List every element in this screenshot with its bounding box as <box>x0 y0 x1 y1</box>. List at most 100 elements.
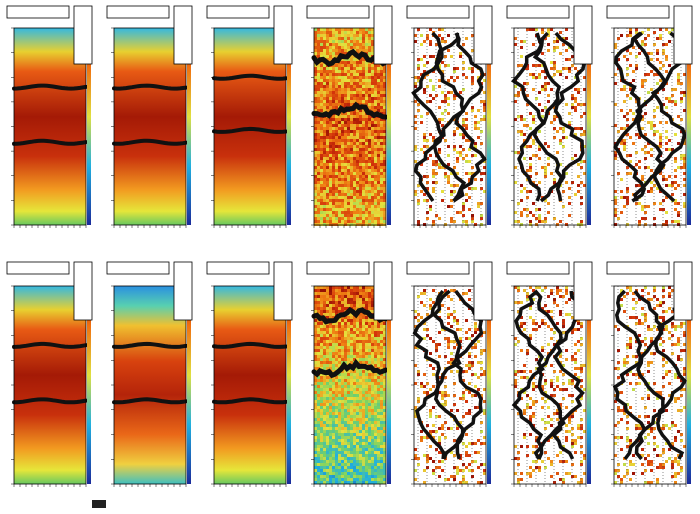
cell <box>350 418 353 421</box>
cell <box>326 331 329 334</box>
cell <box>547 100 550 103</box>
cell <box>465 124 468 127</box>
cell <box>671 181 674 184</box>
cell <box>374 94 377 97</box>
cell <box>356 454 359 457</box>
cell <box>638 184 641 187</box>
cell <box>683 166 686 169</box>
cell <box>320 415 323 418</box>
cell <box>377 79 380 82</box>
cell <box>344 82 347 85</box>
cell <box>335 136 338 139</box>
cell <box>347 352 350 355</box>
cell <box>356 127 359 130</box>
cell <box>350 148 353 151</box>
cell <box>426 466 429 469</box>
cell <box>380 73 383 76</box>
cell <box>314 136 317 139</box>
cell <box>450 427 453 430</box>
cell <box>459 328 462 331</box>
cell <box>680 166 683 169</box>
cell <box>517 289 520 292</box>
cell <box>383 154 386 157</box>
cell <box>344 88 347 91</box>
cell <box>374 103 377 106</box>
cell <box>547 295 550 298</box>
cell <box>332 310 335 313</box>
cell <box>453 166 456 169</box>
cell <box>347 43 350 46</box>
cell <box>380 352 383 355</box>
cell <box>380 361 383 364</box>
cell <box>371 223 374 226</box>
cell <box>314 214 317 217</box>
cell <box>338 193 341 196</box>
cell <box>383 82 386 85</box>
cell <box>620 190 623 193</box>
cell <box>317 109 320 112</box>
cell <box>329 40 332 43</box>
cell <box>626 94 629 97</box>
cell <box>538 214 541 217</box>
cell <box>365 190 368 193</box>
cell <box>517 220 520 223</box>
cell <box>444 394 447 397</box>
cell <box>359 325 362 328</box>
cell <box>365 301 368 304</box>
cell <box>353 442 356 445</box>
cell <box>335 430 338 433</box>
cell <box>377 73 380 76</box>
cell <box>326 163 329 166</box>
cell <box>568 214 571 217</box>
cell <box>562 205 565 208</box>
cell <box>553 118 556 121</box>
cell <box>332 124 335 127</box>
cell <box>317 376 320 379</box>
cell <box>317 421 320 424</box>
cell <box>574 88 577 91</box>
cell <box>353 112 356 115</box>
cell <box>374 328 377 331</box>
cell <box>344 31 347 34</box>
cell <box>353 424 356 427</box>
cell <box>383 349 386 352</box>
cell <box>377 352 380 355</box>
cell <box>347 178 350 181</box>
cell <box>323 214 326 217</box>
cell <box>477 121 480 124</box>
cell <box>323 412 326 415</box>
cell <box>383 70 386 73</box>
cell <box>320 148 323 151</box>
cell <box>565 67 568 70</box>
cell <box>329 292 332 295</box>
cell <box>341 166 344 169</box>
cell <box>414 76 417 79</box>
cell <box>347 94 350 97</box>
title-box <box>106 5 170 19</box>
cell <box>647 121 650 124</box>
cell <box>320 199 323 202</box>
cell <box>320 325 323 328</box>
cell <box>317 223 320 226</box>
cell <box>335 52 338 55</box>
cell <box>380 154 383 157</box>
cell <box>380 403 383 406</box>
cell <box>359 439 362 442</box>
cell <box>417 223 420 226</box>
cell <box>323 424 326 427</box>
cell <box>371 355 374 358</box>
cell <box>383 478 386 481</box>
cell <box>347 211 350 214</box>
cell <box>344 130 347 133</box>
cell <box>368 121 371 124</box>
cell <box>329 334 332 337</box>
cell <box>441 28 444 31</box>
cell <box>377 82 380 85</box>
cell <box>344 100 347 103</box>
cell <box>483 436 486 439</box>
cell <box>529 73 532 76</box>
cell <box>423 223 426 226</box>
cell <box>356 217 359 220</box>
cell <box>317 157 320 160</box>
cell <box>374 337 377 340</box>
